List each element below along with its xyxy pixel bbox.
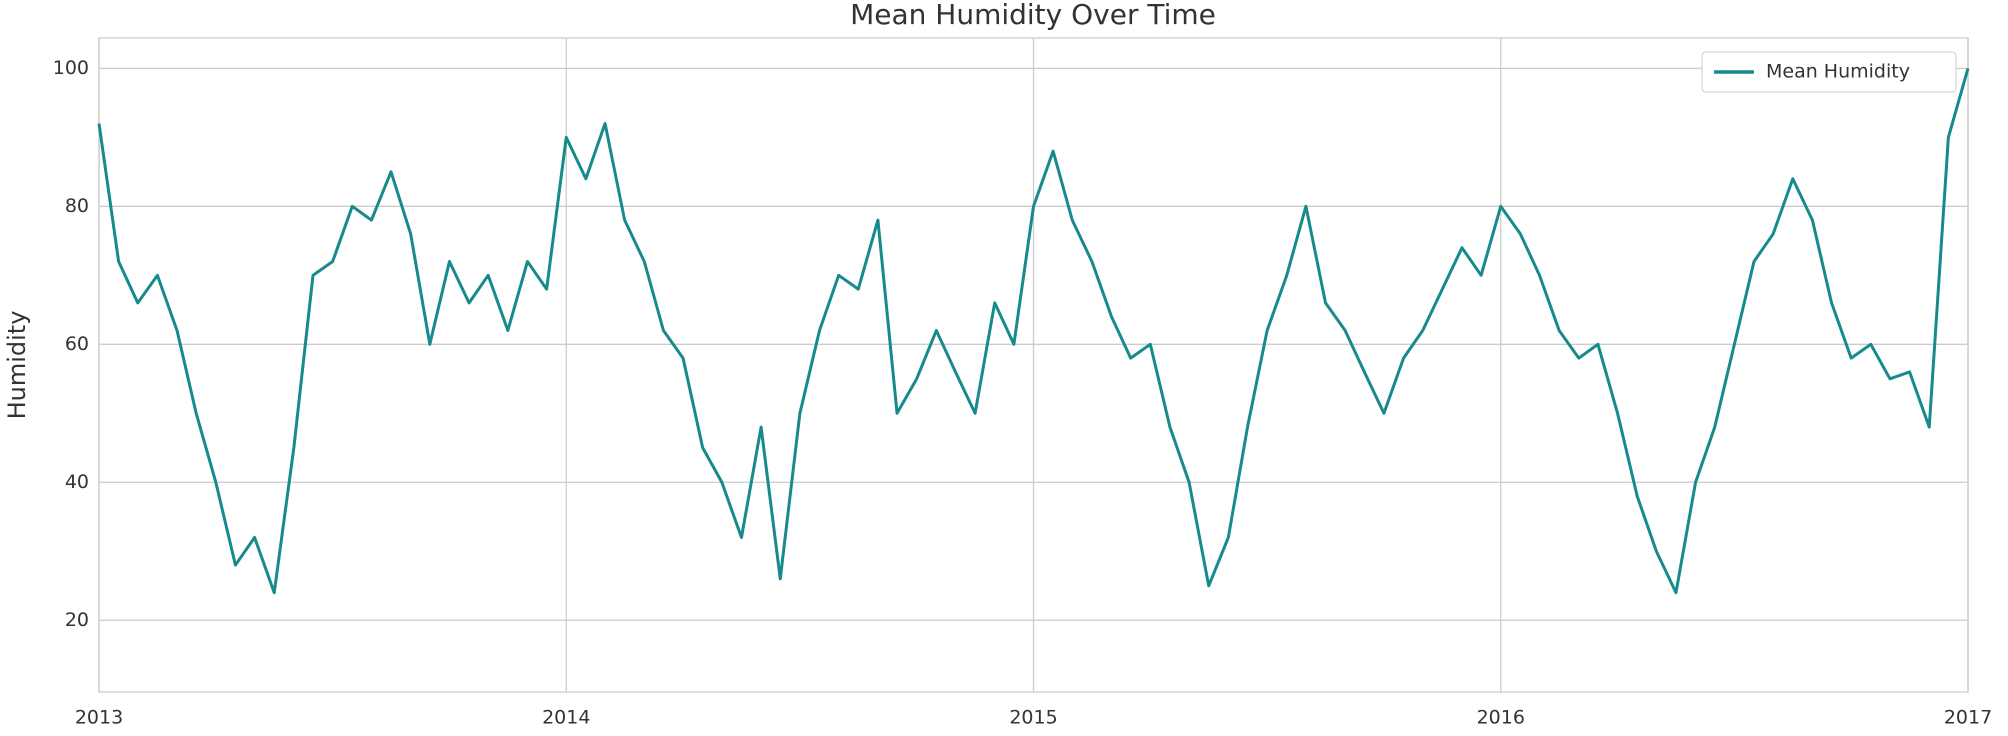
y-axis-label: Humidity (3, 311, 31, 420)
y-tick-label: 80 (65, 195, 89, 217)
y-tick-label: 100 (53, 57, 89, 79)
x-tick-label: 2014 (542, 707, 590, 729)
legend: Mean Humidity (1701, 51, 1957, 93)
y-tick-label: 60 (65, 333, 89, 355)
grid (98, 38, 1969, 692)
x-tick-label: 2017 (1944, 707, 1992, 729)
x-tick-label: 2016 (1477, 707, 1525, 729)
data-line (97, 67, 1970, 595)
y-tick-label: 20 (65, 609, 89, 631)
x-tick-label: 2013 (75, 707, 123, 729)
lines (97, 67, 1970, 595)
legend-box (1701, 51, 1957, 93)
chart-title: Mean Humidity Over Time (850, 0, 1216, 31)
y-tick-label: 40 (65, 471, 89, 493)
legend-label: Mean Humidity (1766, 61, 1910, 83)
x-tick-label: 2015 (1009, 707, 1057, 729)
